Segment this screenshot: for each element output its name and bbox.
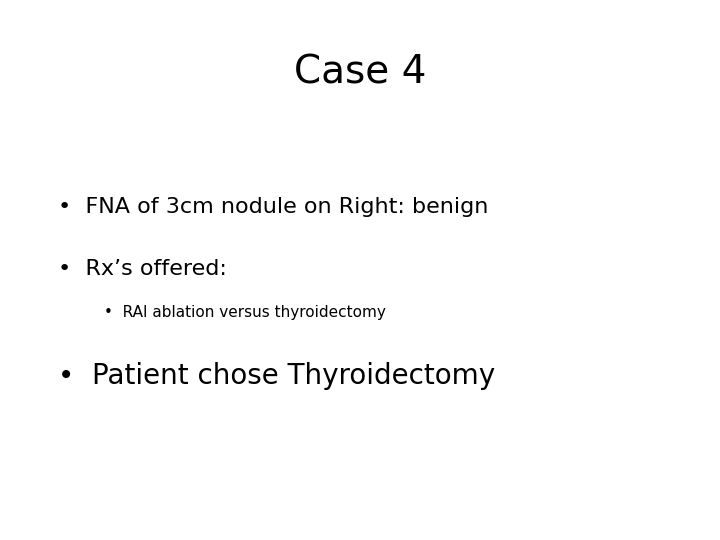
Text: Case 4: Case 4: [294, 54, 426, 92]
Text: •  Patient chose Thyroidectomy: • Patient chose Thyroidectomy: [58, 362, 495, 390]
Text: •  FNA of 3cm nodule on Right: benign: • FNA of 3cm nodule on Right: benign: [58, 197, 488, 217]
Text: •  Rx’s offered:: • Rx’s offered:: [58, 259, 227, 279]
Text: •  RAI ablation versus thyroidectomy: • RAI ablation versus thyroidectomy: [104, 305, 386, 320]
